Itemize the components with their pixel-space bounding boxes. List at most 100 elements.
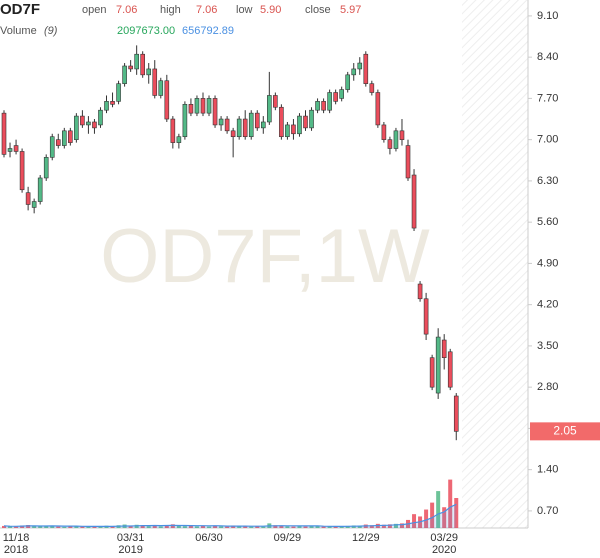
volume-bar — [32, 526, 37, 528]
candle-body — [212, 98, 218, 126]
candle-body — [31, 201, 37, 208]
candle-body — [43, 157, 49, 179]
candle-body — [363, 53, 369, 84]
candle-body — [92, 121, 97, 129]
y-tick-label: 4.20 — [537, 299, 558, 311]
candle-body — [279, 106, 284, 138]
volume-bar — [50, 525, 55, 528]
volume-bar — [110, 526, 115, 528]
volume-layer — [2, 479, 459, 528]
candle-body — [86, 121, 91, 126]
y-tick-label: 0.70 — [537, 505, 558, 517]
candle-body — [122, 65, 127, 84]
volume-bar — [297, 526, 302, 528]
candle-body — [236, 118, 242, 138]
candle-body — [128, 65, 133, 70]
volume-bar — [74, 525, 79, 528]
x-tick-label: 12/29 — [352, 532, 380, 544]
future-area — [462, 0, 528, 528]
volume-bar — [207, 526, 212, 528]
candle-body — [315, 101, 320, 111]
candle-body — [345, 74, 351, 90]
volume-bar — [68, 526, 73, 528]
candle-body — [447, 351, 453, 388]
x-tick-label: 03/29 — [430, 532, 458, 544]
candle-body — [423, 298, 429, 335]
volume-bar — [128, 525, 133, 528]
volume-bar — [213, 525, 218, 528]
header-value: 5.97 — [340, 4, 361, 16]
candle-body — [19, 151, 25, 191]
x-year-label: 2018 — [4, 544, 28, 556]
volume-bar — [291, 526, 296, 528]
volume-bar — [164, 525, 169, 528]
candle-body — [339, 89, 344, 99]
volume-bar — [424, 509, 429, 528]
candle-body — [369, 83, 375, 93]
candle-body — [98, 109, 103, 126]
volume-bar — [321, 526, 326, 528]
candle-body — [116, 83, 121, 102]
candle-body — [49, 136, 55, 158]
volume-bar — [448, 479, 453, 528]
candle-body — [242, 118, 248, 138]
last-price-label: 2.05 — [553, 424, 577, 438]
header-value: 5.90 — [260, 4, 281, 16]
volume-bar — [381, 524, 386, 528]
x-tick-label: 06/30 — [195, 532, 223, 544]
volume-bar — [315, 525, 320, 528]
y-tick-label: 5.60 — [537, 216, 558, 228]
last-price-box — [530, 422, 600, 441]
candle-body — [411, 174, 417, 229]
candle-body — [248, 112, 254, 138]
candle-body — [218, 118, 224, 126]
volume-bar — [20, 525, 25, 528]
candle-body — [267, 95, 272, 123]
candle-body — [140, 53, 145, 76]
volume-bar — [412, 514, 417, 528]
candle-body — [399, 130, 405, 140]
candle-body — [441, 339, 447, 358]
volume-bar — [345, 525, 350, 528]
volume-bar — [44, 525, 49, 528]
volume-bar — [38, 526, 43, 528]
candle-body — [1, 112, 7, 155]
volume-bar — [399, 523, 404, 528]
volume-bar — [200, 525, 205, 528]
volume-label: Volume — [0, 25, 37, 37]
volume-ma-line — [3, 503, 457, 528]
volume-bar — [176, 525, 181, 528]
candle-body — [182, 104, 188, 138]
candle-body — [230, 130, 236, 138]
x-year-label: 2019 — [118, 544, 142, 556]
candle-body — [25, 192, 31, 205]
candle-body — [176, 136, 182, 143]
header-label: high — [160, 4, 181, 16]
volume-bar — [255, 526, 260, 528]
volume-bar — [2, 525, 6, 528]
volume-bar — [158, 526, 163, 528]
candle-body — [321, 101, 326, 111]
y-tick-label: 2.80 — [537, 381, 558, 393]
volume-bar — [86, 526, 91, 528]
candle-body — [200, 98, 206, 114]
volume-bar — [92, 526, 97, 528]
y-tick-label: 7.70 — [537, 92, 558, 104]
volume-bar — [303, 526, 308, 528]
volume-bar — [146, 526, 151, 528]
candle-body — [188, 104, 194, 114]
volume-bar — [309, 526, 314, 528]
candle-body — [254, 112, 260, 129]
x-tick-label: 09/29 — [274, 532, 302, 544]
candle-body — [164, 80, 170, 120]
volume-bar — [152, 525, 157, 528]
volume-bar — [219, 526, 224, 528]
y-tick-label: 7.00 — [537, 134, 558, 146]
volume-bar — [436, 491, 441, 528]
volume-bar — [279, 525, 284, 528]
volume-bar — [285, 526, 290, 528]
volume-bar — [243, 525, 248, 528]
volume-bar — [98, 526, 103, 528]
volume-bar — [194, 526, 199, 528]
candle-body — [453, 395, 459, 432]
